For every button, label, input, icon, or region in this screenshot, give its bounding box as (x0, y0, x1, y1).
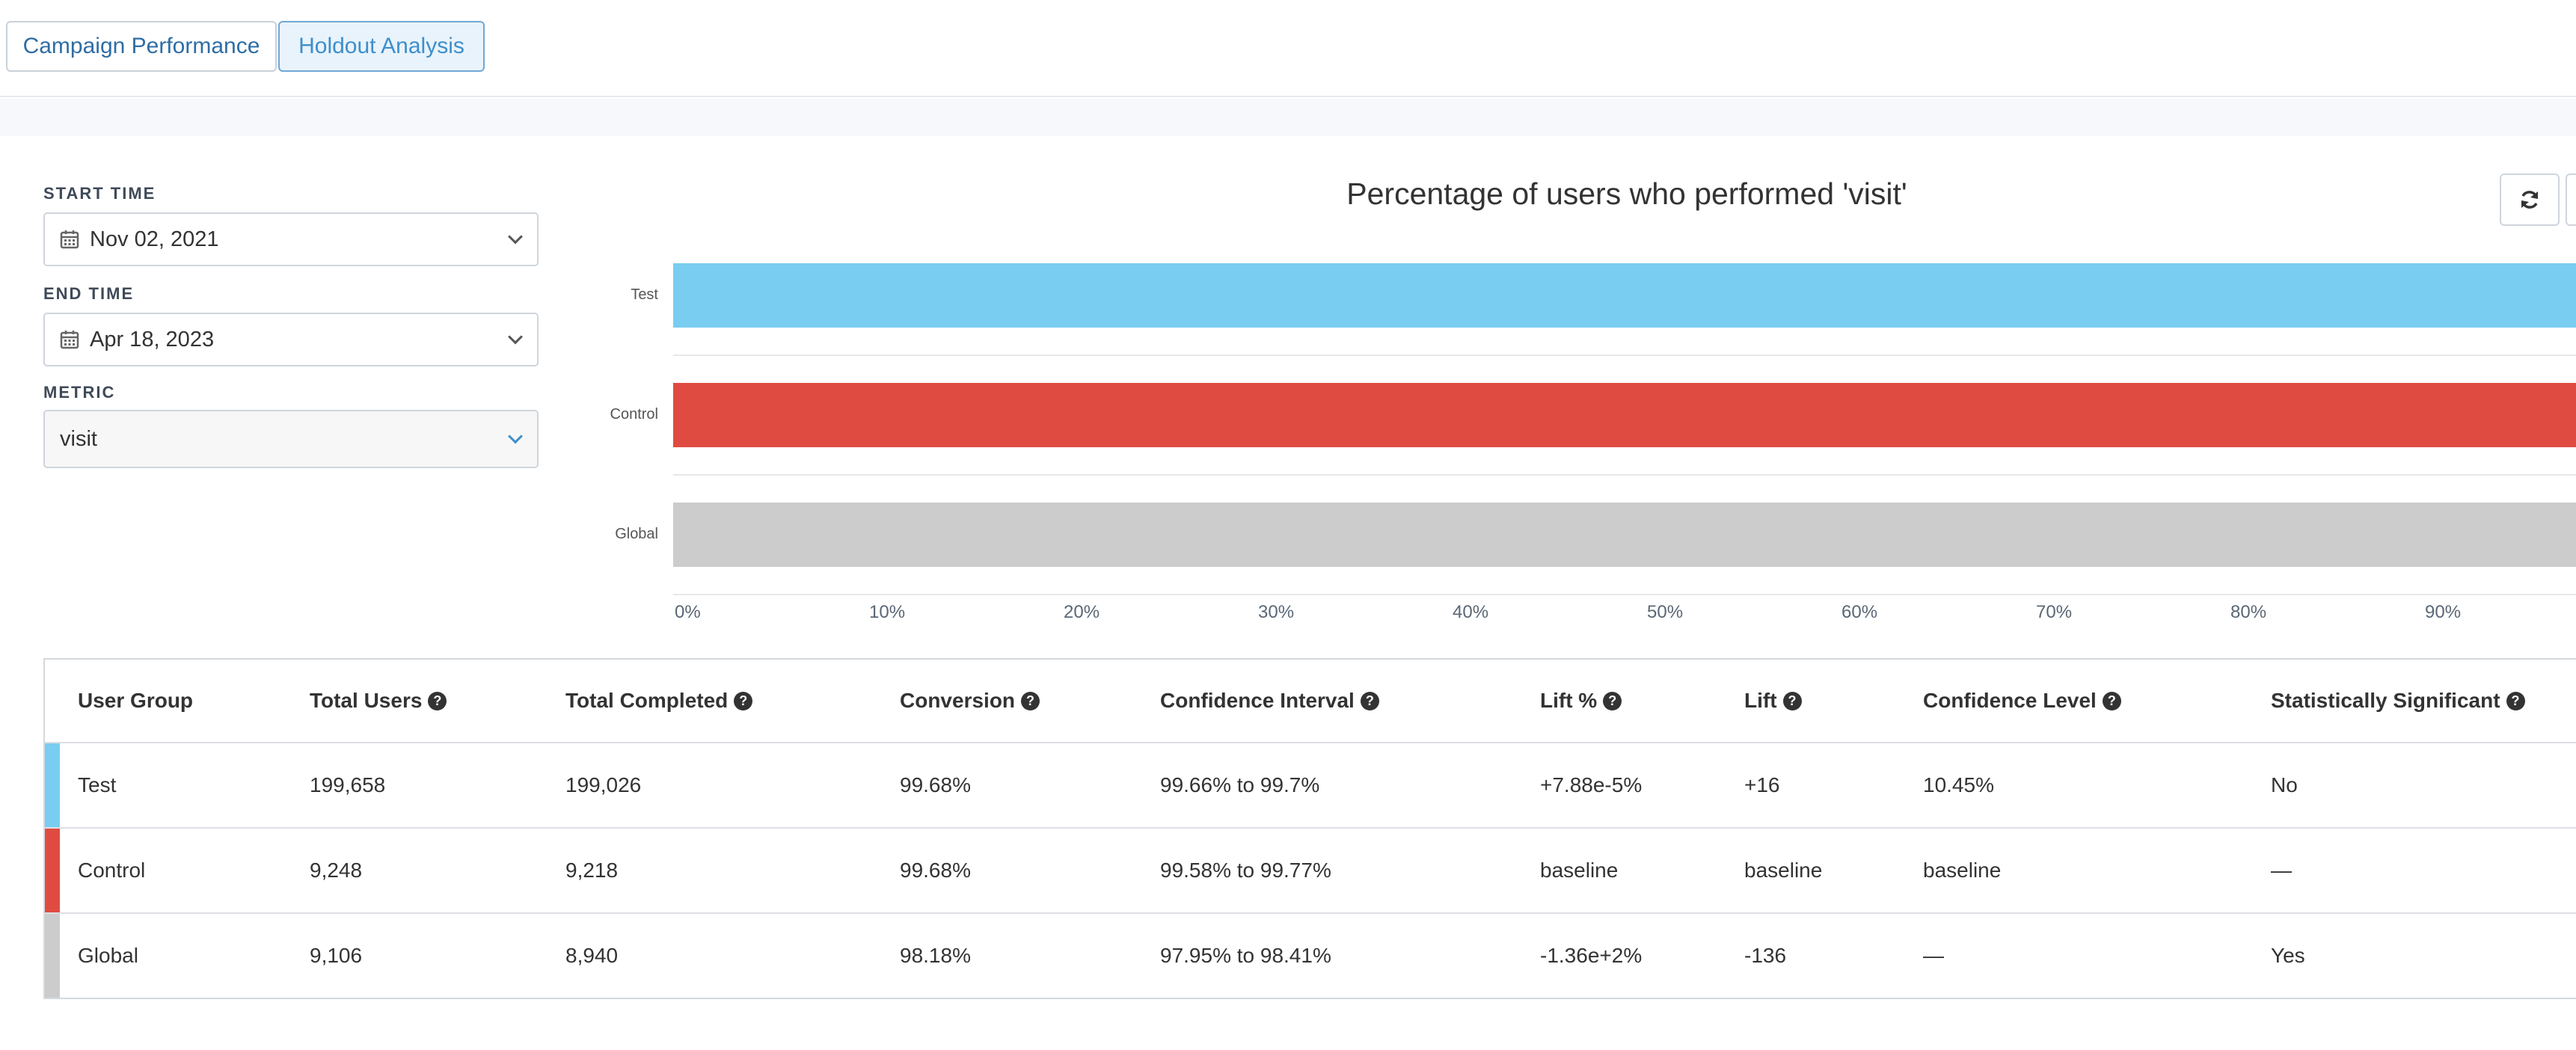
table-cell: 99.58% to 99.77% (1160, 859, 1331, 882)
chart-x-tick-label: 50% (1647, 602, 1684, 622)
table-cell: Test (78, 773, 117, 796)
table-cell: baseline (1540, 859, 1619, 882)
end-time-value: Apr 18, 2023 (90, 327, 215, 351)
help-icon[interactable]: ? (1782, 691, 1802, 710)
column-header: Confidence Level? (1923, 660, 2121, 742)
help-icon[interactable]: ? (1021, 691, 1040, 710)
calendar-icon (60, 330, 79, 349)
column-header: Total Completed? (565, 660, 753, 742)
column-header: Total Users? (310, 660, 447, 742)
metric-value: visit (60, 426, 97, 451)
table-cell: +7.88e-5% (1540, 773, 1643, 796)
end-time-label: END TIME (43, 284, 135, 303)
table-cell: 99.66% to 99.7% (1160, 773, 1320, 796)
metric-select[interactable]: visit (43, 410, 539, 468)
chart-x-tick-label: 90% (2425, 602, 2462, 622)
chart-x-tick-label: 40% (1453, 602, 1489, 622)
chart-gridline (673, 594, 2576, 595)
column-header: Conversion? (900, 660, 1040, 742)
chart-category-label: Control (610, 406, 658, 423)
tab-holdout-analysis[interactable]: Holdout Analysis (278, 21, 485, 72)
column-header: Statistically Significant? (2271, 660, 2525, 742)
chart-gridline (673, 474, 2576, 476)
chart-bar-control[interactable] (673, 383, 2576, 447)
calendar-icon (60, 230, 79, 249)
chart-x-tick-label: 20% (1064, 602, 1100, 622)
chart-x-tick-label: 60% (1841, 602, 1878, 622)
chart-bar-test[interactable] (673, 263, 2576, 328)
table-cell: -1.36e+2% (1540, 944, 1643, 967)
row-divider (45, 827, 2576, 829)
table-cell: 9,218 (565, 859, 619, 882)
help-icon[interactable]: ? (734, 691, 753, 710)
table-row: Control 9,248 9,218 99.68% 99.58% to 99.77% b… (45, 829, 2576, 912)
metric-label: METRIC (43, 383, 116, 402)
table-cell: +16 (1744, 773, 1780, 796)
start-time-picker[interactable]: Nov 02, 2021 (43, 212, 539, 266)
chart-category-label: Test (631, 286, 658, 303)
table-cell: 9,106 (310, 944, 363, 967)
top-bar: Campaign Performance Holdout Analysis (0, 0, 2576, 97)
table-cell: 10.45% (1923, 773, 1994, 796)
table-cell: 98.18% (900, 944, 971, 967)
table-cell: -136 (1744, 944, 1787, 967)
results-table: User Group Total Users? Total Completed? Co… (43, 658, 2576, 999)
help-icon[interactable]: ? (2102, 691, 2121, 710)
end-time-picker[interactable]: Apr 18, 2023 (43, 313, 539, 366)
tab-campaign-performance[interactable]: Campaign Performance (6, 21, 277, 72)
table-cell: — (1923, 944, 1944, 967)
table-cell: baseline (1923, 859, 2002, 882)
table-cell: No (2271, 773, 2298, 796)
table-cell: Yes (2271, 944, 2305, 967)
start-time-value: Nov 02, 2021 (90, 227, 219, 251)
chart-category-label: Global (615, 526, 658, 542)
chart-gridline (673, 354, 2576, 356)
start-time-label: START TIME (43, 184, 156, 203)
chart-title: Percentage of users who performed 'visit… (1346, 176, 1907, 211)
group-color-swatch (45, 743, 60, 827)
chart-x-tick-label: 80% (2230, 602, 2267, 622)
table-cell: 97.95% to 98.41% (1160, 944, 1331, 967)
help-icon[interactable]: ? (428, 691, 447, 710)
column-header: Lift %? (1540, 660, 1622, 742)
chart-bar-global[interactable] (673, 503, 2576, 567)
table-cell: 99.68% (900, 773, 971, 796)
help-icon[interactable]: ? (2506, 691, 2525, 710)
table-cell: 9,248 (310, 859, 363, 882)
table-cell: 199,658 (310, 773, 386, 796)
column-header: User Group (78, 689, 194, 712)
chart-x-tick-label: 10% (869, 602, 906, 622)
table-cell: 8,940 (565, 944, 619, 967)
column-header: Confidence Interval? (1160, 660, 1379, 742)
row-divider (45, 912, 2576, 914)
refresh-icon (2521, 191, 2538, 209)
table-cell: Control (78, 859, 146, 882)
chart-x-tick-label: 0% (675, 602, 701, 622)
refresh-button[interactable] (2500, 174, 2560, 226)
table-cell: 199,026 (565, 773, 642, 796)
chart-x-tick-label: 30% (1258, 602, 1295, 622)
help-icon[interactable]: ? (1360, 691, 1379, 710)
group-color-swatch (45, 829, 60, 912)
content-band (0, 99, 2576, 136)
row-divider (45, 742, 2576, 743)
group-color-swatch (45, 914, 60, 998)
column-header: Lift? (1744, 660, 1802, 742)
table-row: Test 199,658 199,026 99.68% 99.66% to 99.7% +… (45, 743, 2576, 827)
bar-chart: Test Control Global 0% 10% 20% 30% 40% 50% 60% 70%… (610, 263, 2576, 622)
table-cell: Global (78, 944, 138, 967)
table-row: Global 9,106 8,940 98.18% 97.95% to 98.41% -1… (45, 914, 2576, 998)
toolbar-button-partial[interactable] (2566, 174, 2576, 226)
table-cell: — (2271, 859, 2292, 882)
table-cell: 99.68% (900, 859, 971, 882)
table-cell: baseline (1744, 859, 1823, 882)
chart-x-tick-label: 70% (2036, 602, 2073, 622)
help-icon[interactable]: ? (1603, 691, 1622, 710)
